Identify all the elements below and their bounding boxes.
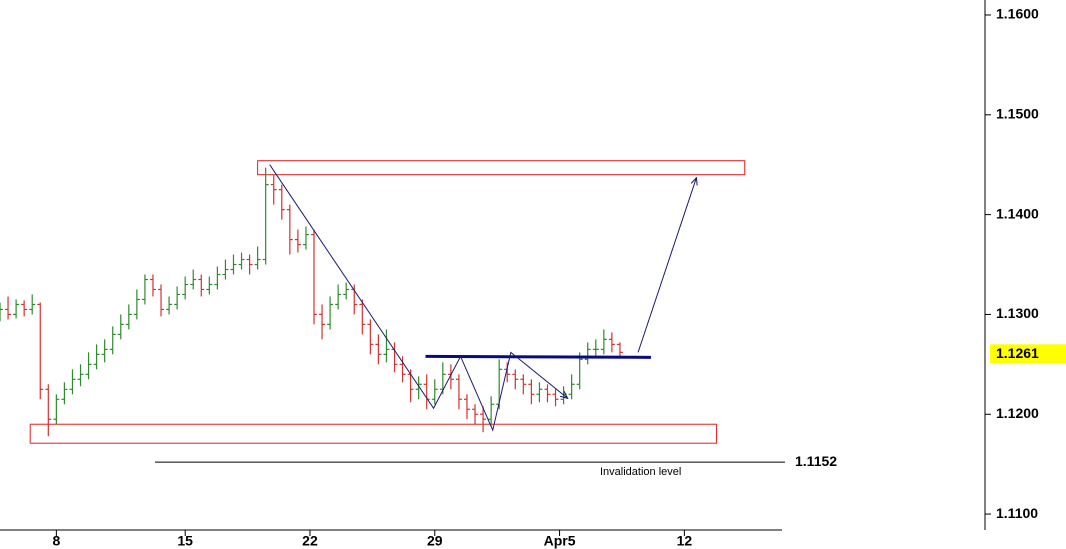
x-tick-label: Apr5 [544, 533, 576, 549]
x-tick-label: 8 [52, 533, 60, 549]
x-tick-label: 12 [677, 533, 693, 549]
y-tick-label: 1.1100 [996, 505, 1038, 521]
y-tick-label: 1.1200 [996, 405, 1039, 421]
y-tick-label: 1.1500 [996, 105, 1039, 121]
projection-path [637, 178, 696, 353]
x-tick-label: 29 [427, 533, 443, 549]
y-tick-label: 1.1300 [996, 305, 1039, 321]
y-tick-label: 1.1400 [996, 205, 1039, 221]
invalidation-value: 1.1152 [795, 453, 837, 469]
y-tick-label: 1.1600 [996, 6, 1039, 22]
neckline [425, 354, 651, 359]
projection-path [269, 164, 568, 432]
zone [257, 160, 746, 176]
last-price-box [990, 344, 1066, 364]
x-tick-label: 22 [302, 533, 318, 549]
last-price-label: 1.1261 [996, 345, 1039, 361]
x-tick-label: 15 [177, 533, 193, 549]
zone [29, 423, 718, 444]
invalidation-text: Invalidation level [600, 466, 681, 478]
